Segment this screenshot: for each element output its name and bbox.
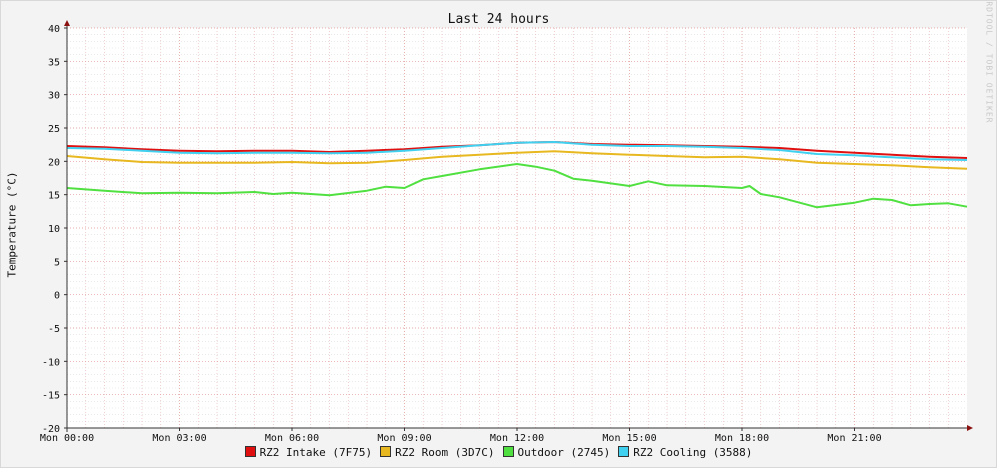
chart-title: Last 24 hours xyxy=(447,12,550,27)
y-tick-label: 40 xyxy=(48,24,60,35)
legend-item-1: RZ2 Intake (7F75) xyxy=(244,446,373,459)
x-tick-label: Mon 18:00 xyxy=(715,433,769,444)
y-tick-label: 5 xyxy=(54,257,60,268)
series-line-4 xyxy=(66,141,968,161)
legend-label: RZ2 Cooling (3588) xyxy=(633,446,753,459)
x-tick-label: Mon 15:00 xyxy=(602,433,656,444)
x-tick-label: Mon 06:00 xyxy=(265,433,319,444)
x-tick-label: Mon 00:00 xyxy=(40,433,94,444)
y-tick-label: 35 xyxy=(48,57,60,68)
legend-swatch xyxy=(244,446,256,457)
legend: RZ2 Intake (7F75) RZ2 Room (3D7C) Outdoor … xyxy=(0,446,997,459)
x-axis-arrow xyxy=(967,425,973,431)
y-tick-label: 0 xyxy=(54,291,60,302)
x-tick-labels: Mon 00:00 Mon 03:00 Mon 06:00 Mon 09:00 Mon … xyxy=(40,433,882,444)
x-tick-label: Mon 09:00 xyxy=(377,433,431,444)
legend-label: Outdoor (2745) xyxy=(517,446,611,459)
y-tick-label: 20 xyxy=(48,157,60,168)
y-tick-label: 10 xyxy=(48,224,60,235)
legend-swatch xyxy=(380,446,392,457)
y-tick-label: -10 xyxy=(42,357,60,368)
legend-item-4: RZ2 Cooling (3588) xyxy=(618,446,752,459)
series-line-3 xyxy=(66,163,968,209)
series-line-2 xyxy=(66,150,968,170)
series-layer xyxy=(66,141,968,209)
legend-label: RZ2 Room (3D7C) xyxy=(395,446,495,459)
legend-item-2: RZ2 Room (3D7C) xyxy=(380,446,495,459)
y-tick-label: 25 xyxy=(48,124,60,135)
legend-swatch xyxy=(618,446,630,457)
y-tick-labels: 40 35 30 25 20 15 10 5 0 -5 -10 -15 -20 xyxy=(42,24,60,435)
y-axis-arrow xyxy=(64,20,70,26)
x-tick-label: Mon 12:00 xyxy=(490,433,544,444)
y-tick-label: 30 xyxy=(48,91,60,102)
y-tick-label: -5 xyxy=(48,324,60,335)
legend-label: RZ2 Intake (7F75) xyxy=(259,446,373,459)
x-tick-label: Mon 03:00 xyxy=(152,433,206,444)
legend-swatch xyxy=(502,446,514,457)
y-tick-label: -20 xyxy=(42,424,60,435)
axes xyxy=(64,20,973,432)
legend-item-3: Outdoor (2745) xyxy=(502,446,611,459)
y-tick-label: 15 xyxy=(48,191,60,202)
x-tick-label: Mon 21:00 xyxy=(827,433,881,444)
y-tick-label: -15 xyxy=(42,391,60,402)
